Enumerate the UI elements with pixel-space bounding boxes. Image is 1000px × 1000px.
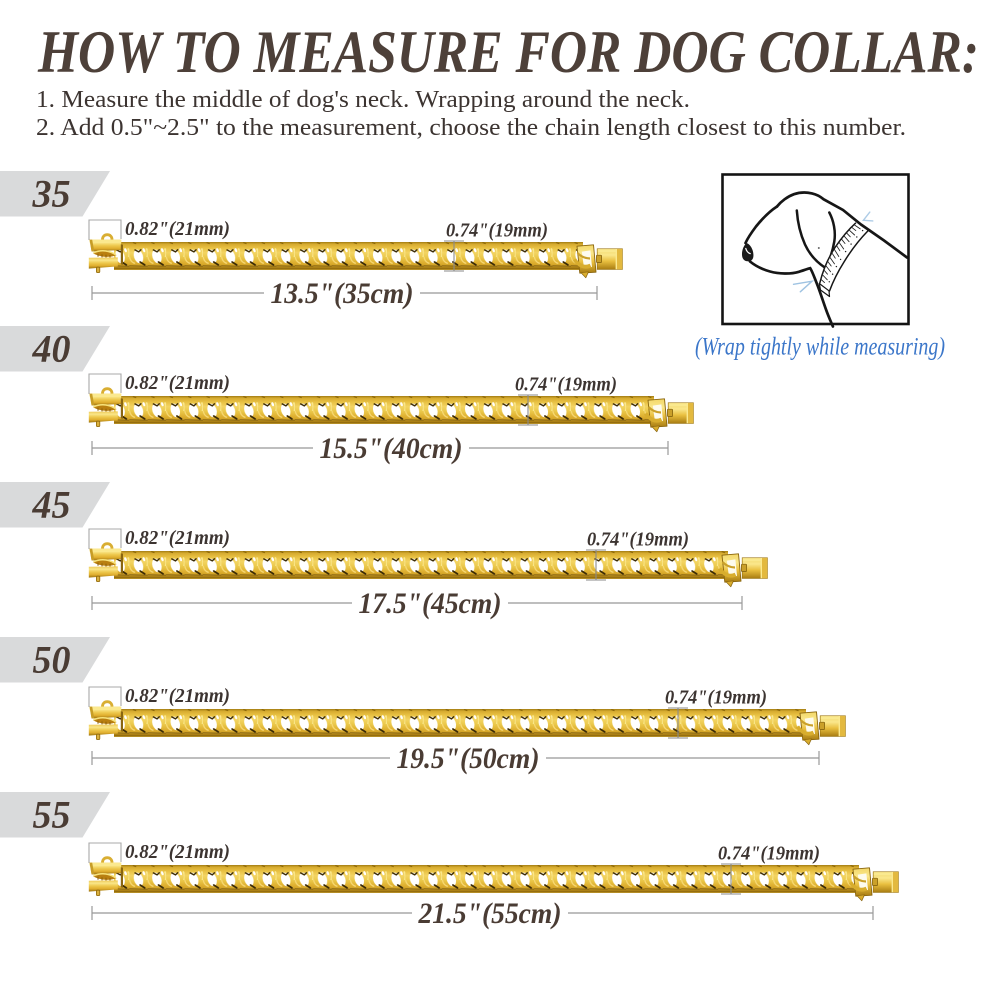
svg-text:21.5"(55cm): 21.5"(55cm) <box>418 898 562 930</box>
svg-text:0.74"(19mm): 0.74"(19mm) <box>587 530 689 551</box>
svg-text:40: 40 <box>32 327 71 371</box>
svg-text:17.5"(45cm): 17.5"(45cm) <box>359 588 502 620</box>
svg-text:0.82"(21mm): 0.82"(21mm) <box>125 373 230 394</box>
svg-text:0.82"(21mm): 0.82"(21mm) <box>125 842 230 863</box>
svg-text:(Wrap tightly while measuring): (Wrap tightly while measuring) <box>695 334 945 361</box>
svg-text:2. Add 0.5"~2.5" to the measur: 2. Add 0.5"~2.5" to the measurement, cho… <box>36 115 906 141</box>
svg-text:0.82"(21mm): 0.82"(21mm) <box>125 219 230 240</box>
svg-text:55: 55 <box>33 793 71 837</box>
svg-text:45: 45 <box>32 483 71 527</box>
svg-text:0.74"(19mm): 0.74"(19mm) <box>446 221 548 242</box>
svg-text:0.74"(19mm): 0.74"(19mm) <box>515 375 617 396</box>
svg-text:0.82"(21mm): 0.82"(21mm) <box>125 686 230 707</box>
svg-text:HOW TO MEASURE FOR DOG COLLAR:: HOW TO MEASURE FOR DOG COLLAR: <box>37 19 979 85</box>
svg-text:1. Measure the middle of dog's: 1. Measure the middle of dog's neck. Wra… <box>36 87 690 113</box>
svg-text:0.82"(21mm): 0.82"(21mm) <box>125 528 230 549</box>
svg-text:35: 35 <box>32 172 71 216</box>
svg-text:19.5"(50cm): 19.5"(50cm) <box>397 743 540 775</box>
svg-text:50: 50 <box>33 638 71 682</box>
svg-text:13.5"(35cm): 13.5"(35cm) <box>271 278 414 310</box>
svg-text:0.74"(19mm): 0.74"(19mm) <box>665 688 767 709</box>
svg-text:15.5"(40cm): 15.5"(40cm) <box>320 433 463 465</box>
svg-text:0.74"(19mm): 0.74"(19mm) <box>718 844 820 865</box>
